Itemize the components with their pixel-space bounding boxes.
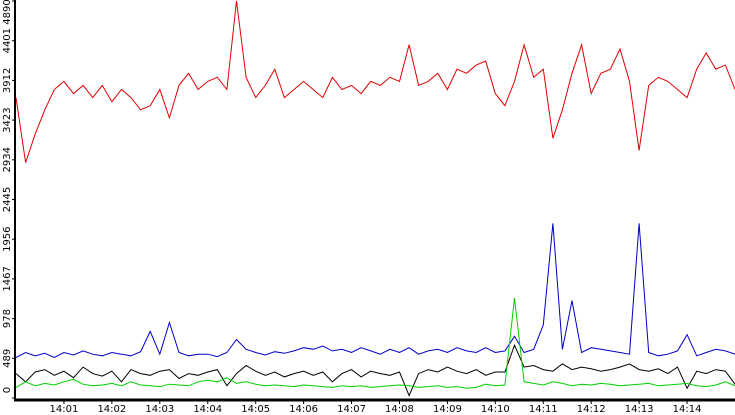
x-tick-label: 14:09: [433, 404, 462, 415]
x-tick-label: 14:14: [673, 404, 702, 415]
x-tick-label: 14:01: [50, 404, 79, 415]
x-tick-label: 14:11: [529, 404, 558, 415]
x-tick-label: 14:12: [577, 404, 606, 415]
y-tick-label: 2445: [2, 187, 13, 212]
y-tick-label: 1467: [2, 266, 13, 291]
x-tick-label: 14:13: [625, 404, 654, 415]
x-tick-label: 14:05: [241, 404, 270, 415]
y-tick-label: 978: [2, 309, 13, 328]
y-tick-label: 4401: [2, 28, 13, 53]
x-tick-label: 14:02: [97, 404, 126, 415]
series-line: [15, 343, 735, 397]
x-tick-label: 14:03: [145, 404, 174, 415]
y-tick-label: 4890: [2, 0, 13, 25]
series-line: [15, 223, 735, 358]
y-tick-label: 1956: [2, 226, 13, 251]
y-tick-label: 2934: [2, 147, 13, 172]
x-tick-label: 14:10: [481, 404, 510, 415]
x-tick-label: 14:08: [385, 404, 414, 415]
y-tick-label: 489: [2, 349, 13, 368]
series-line: [15, 0, 735, 163]
x-tick-label: 14:07: [337, 404, 366, 415]
x-tick-label: 14:06: [289, 404, 318, 415]
y-tick-label: 3423: [2, 107, 13, 132]
y-tick-label: 0: [2, 387, 13, 393]
y-tick-label: 3912: [2, 68, 13, 93]
series-line: [15, 298, 735, 389]
x-tick-label: 14:04: [193, 404, 222, 415]
